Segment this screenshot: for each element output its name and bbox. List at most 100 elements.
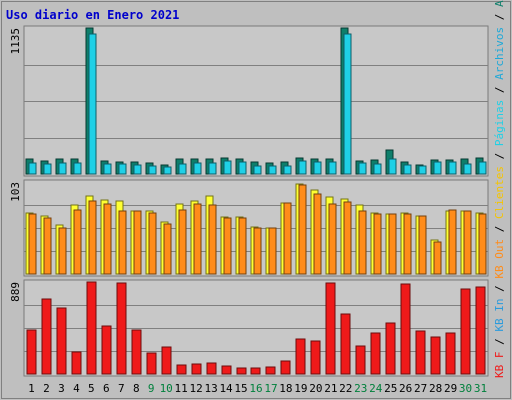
bar-top-archivos-day-19 [298, 160, 307, 175]
bar-top-archivos-day-27 [418, 165, 427, 175]
x-tick-label-day-4: 4 [73, 382, 80, 395]
bar-bottom-kb-f-day-5 [86, 281, 97, 375]
x-tick-label-day-21: 21 [324, 382, 337, 395]
bar-middle-kb-out-day-17 [268, 227, 277, 275]
bar-bottom-kb-f-day-18 [280, 360, 291, 375]
x-tick-label-day-17: 17 [264, 382, 277, 395]
bar-middle-kb-out-day-21 [328, 203, 337, 275]
bar-bottom-kb-f-day-22 [340, 313, 351, 375]
bar-bottom-kb-f-day-17 [265, 366, 276, 375]
bar-middle-kb-out-day-16 [253, 227, 262, 275]
bar-top-archivos-day-10 [163, 166, 172, 175]
bar-top-archivos-day-29 [448, 161, 457, 175]
bar-top-archivos-day-25 [388, 158, 397, 175]
x-tick-label-day-26: 26 [399, 382, 412, 395]
bar-middle-kb-out-day-13 [208, 204, 217, 275]
bar-middle-kb-out-day-10 [163, 223, 172, 275]
bar-top-archivos-day-20 [313, 161, 322, 175]
legend-item-páginas: Páginas [493, 100, 506, 146]
bar-middle-kb-out-day-8 [133, 210, 142, 275]
panel-middle-ymax-label: 103 [9, 182, 22, 202]
bar-top-archivos-day-31 [478, 161, 487, 175]
bar-top-archivos-day-8 [133, 164, 142, 175]
bar-bottom-kb-f-day-16 [250, 367, 261, 375]
bar-bottom-kb-f-day-8 [131, 329, 142, 375]
bar-top-archivos-day-15 [238, 161, 247, 175]
bar-bottom-kb-f-day-9 [146, 352, 157, 375]
bar-bottom-kb-f-day-21 [325, 282, 336, 375]
x-tick-label-day-2: 2 [43, 382, 50, 395]
x-tick-label-day-27: 27 [414, 382, 427, 395]
panel-bottom: 889 [9, 279, 489, 377]
x-tick-label-day-13: 13 [204, 382, 217, 395]
x-tick-label-day-24: 24 [369, 382, 383, 395]
bar-bottom-kb-f-day-14 [221, 365, 232, 375]
x-tick-label-day-22: 22 [339, 382, 352, 395]
panel-top: 1135 [9, 25, 489, 177]
x-tick-label-day-5: 5 [88, 382, 95, 395]
bar-top-archivos-day-16 [253, 165, 262, 175]
legend-item-clientes: Clientes [493, 166, 506, 219]
bar-bottom-kb-f-day-4 [71, 351, 82, 375]
x-tick-label-day-14: 14 [219, 382, 233, 395]
bar-middle-kb-out-day-24 [373, 213, 382, 275]
bar-middle-kb-out-day-18 [283, 202, 292, 275]
bar-bottom-kb-f-day-20 [310, 340, 321, 375]
bar-bottom-kb-f-day-27 [415, 330, 426, 375]
panel-bottom-ymax-label: 889 [9, 282, 22, 302]
bar-middle-kb-out-day-27 [418, 215, 427, 275]
bar-bottom-kb-f-day-2 [41, 298, 52, 375]
x-tick-label-day-23: 23 [354, 382, 367, 395]
bar-top-archivos-day-13 [208, 162, 217, 175]
bar-middle-kb-out-day-9 [148, 212, 157, 275]
bar-middle-kb-out-day-6 [103, 203, 112, 275]
bar-top-archivos-day-6 [103, 163, 112, 175]
bar-top-archivos-day-5 [88, 33, 97, 175]
x-tick-label-day-15: 15 [234, 382, 247, 395]
x-tick-label-day-12: 12 [190, 382, 203, 395]
legend-item-accesos: Accesos [493, 0, 506, 7]
bar-bottom-kb-f-day-24 [370, 332, 381, 375]
x-tick-label-day-31: 31 [474, 382, 487, 395]
bar-middle-kb-out-day-1 [28, 213, 37, 275]
legend-separator: / [493, 80, 506, 100]
legend-item-kb-in: KB In [493, 299, 506, 332]
bar-bottom-kb-f-day-10 [161, 346, 172, 375]
bar-top-archivos-day-30 [463, 163, 472, 175]
bar-top-archivos-day-24 [373, 163, 382, 175]
legend-text: KB F / KB In / KB Out / Clientes / Págin… [493, 0, 506, 378]
bar-bottom-kb-f-day-1 [26, 329, 37, 375]
bar-top-archivos-day-7 [118, 163, 127, 175]
chart-title: Uso diario en Enero 2021 [6, 8, 179, 22]
bar-middle-kb-out-day-11 [178, 209, 187, 275]
bar-top-archivos-day-21 [328, 161, 337, 175]
bar-middle-kb-out-day-19 [298, 184, 307, 275]
bar-bottom-kb-f-day-26 [400, 283, 411, 375]
bar-top-archivos-day-26 [403, 164, 412, 175]
x-tick-label-day-9: 9 [148, 382, 155, 395]
bar-middle-kb-out-day-15 [238, 217, 247, 275]
bar-middle-kb-out-day-28 [433, 241, 442, 275]
bar-middle-kb-out-day-30 [463, 210, 472, 275]
x-tick-label-day-20: 20 [309, 382, 322, 395]
bar-top-archivos-day-22 [343, 33, 352, 175]
bar-top-archivos-day-9 [148, 165, 157, 175]
bar-bottom-kb-f-day-11 [176, 364, 187, 375]
bar-middle-kb-out-day-26 [403, 213, 412, 275]
x-tick-label-day-3: 3 [58, 382, 65, 395]
bar-middle-kb-out-day-22 [343, 201, 352, 275]
x-tick-label-day-25: 25 [384, 382, 397, 395]
bar-middle-kb-out-day-23 [358, 210, 367, 275]
series-kb-out [28, 184, 487, 275]
bar-bottom-kb-f-day-19 [295, 338, 306, 375]
x-tick-label-day-11: 11 [175, 382, 188, 395]
bar-middle-kb-out-day-12 [193, 203, 202, 275]
bar-bottom-kb-f-day-30 [460, 288, 471, 375]
bar-top-archivos-day-14 [223, 160, 232, 175]
bar-bottom-kb-f-day-25 [385, 322, 396, 375]
bar-middle-kb-out-day-3 [58, 227, 67, 275]
bar-bottom-kb-f-day-15 [236, 367, 247, 375]
